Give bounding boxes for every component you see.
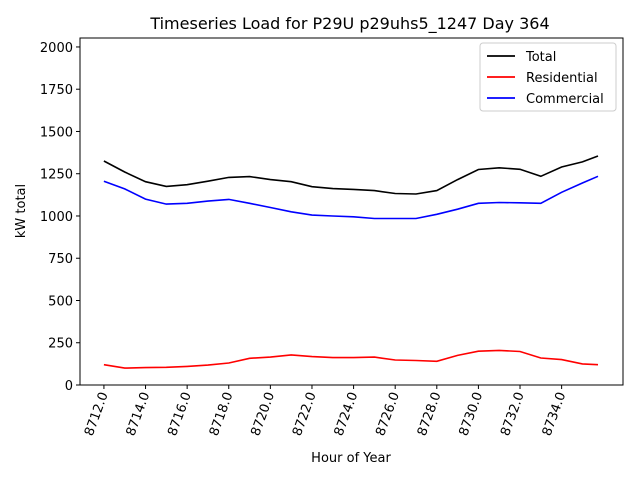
legend: Total Residential Commercial — [479, 42, 617, 112]
x-tick-label: 8714.0 — [124, 390, 154, 438]
x-tick-label: 8722.0 — [290, 390, 320, 438]
plot-frame — [79, 37, 624, 386]
y-tick-label: 750 — [48, 252, 73, 267]
x-tick-label: 8716.0 — [165, 390, 195, 438]
x-tick-label: 8728.0 — [415, 390, 445, 438]
y-tick-label: 1500 — [40, 125, 73, 140]
legend-label-total: Total — [525, 50, 556, 65]
x-axis-label: Hour of Year — [311, 451, 391, 466]
x-tick-label: 8726.0 — [373, 390, 403, 438]
chart-title: Timeseries Load for P29U p29uhs5_1247 Da… — [149, 14, 549, 34]
x-tick-label: 8720.0 — [248, 390, 278, 438]
x-tick-label: 8718.0 — [207, 390, 237, 438]
y-tick-label: 0 — [65, 379, 73, 394]
legend-box — [479, 42, 617, 112]
legend-label-residential: Residential — [526, 71, 598, 86]
x-tick-label: 8732.0 — [498, 390, 528, 438]
y-tick-label: 1000 — [40, 210, 73, 225]
x-tick-label: 8712.0 — [82, 390, 112, 438]
y-tick-label: 2000 — [40, 41, 73, 56]
y-axis-label: kW total — [14, 184, 29, 238]
series-line-residential — [103, 349, 599, 369]
y-tick-label: 1750 — [40, 83, 73, 98]
legend-label-commercial: Commercial — [526, 92, 604, 107]
x-tick-label: 8730.0 — [457, 390, 487, 438]
y-tick-label: 1250 — [40, 168, 73, 183]
series-line-commercial — [103, 175, 599, 220]
x-tick-label: 8734.0 — [540, 390, 570, 438]
series-line-total — [103, 155, 599, 195]
x-tick-label: 8724.0 — [332, 390, 362, 438]
y-tick-label: 250 — [48, 337, 73, 352]
y-tick-label: 500 — [48, 294, 73, 309]
